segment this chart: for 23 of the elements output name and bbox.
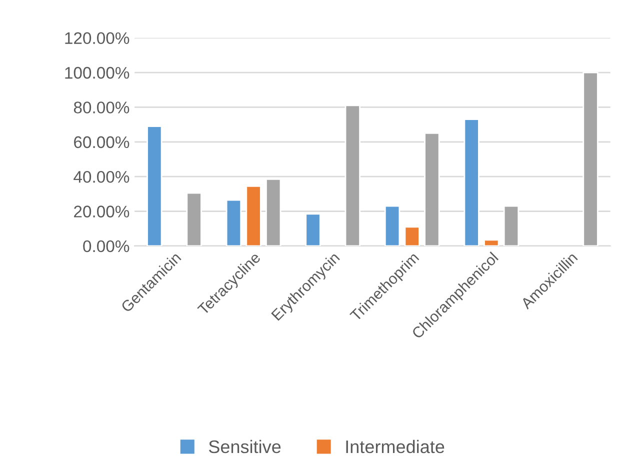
y-tick-label: 120.00% — [65, 32, 130, 44]
bar — [305, 213, 321, 246]
bar — [146, 126, 162, 246]
legend-label: Intermediate — [346, 440, 444, 454]
y-tick-label: 40.00% — [74, 170, 130, 183]
bar — [503, 205, 520, 246]
y-tick-label: 0.00% — [83, 240, 130, 252]
y-tick-label: 80.00% — [74, 102, 130, 114]
bar — [582, 72, 598, 246]
bar — [464, 118, 480, 246]
y-tick-label: 60.00% — [74, 136, 130, 148]
bar — [404, 226, 420, 246]
bar — [246, 185, 262, 246]
y-tick-label: 20.00% — [74, 206, 130, 218]
bar — [186, 192, 202, 246]
bar — [266, 178, 282, 246]
bar — [226, 199, 242, 246]
y-tick-label: 100.00% — [65, 66, 130, 79]
bar — [484, 239, 500, 246]
bar — [344, 104, 360, 246]
bar — [424, 132, 440, 246]
bar — [384, 205, 400, 246]
legend-label: Sensitive — [208, 440, 281, 454]
